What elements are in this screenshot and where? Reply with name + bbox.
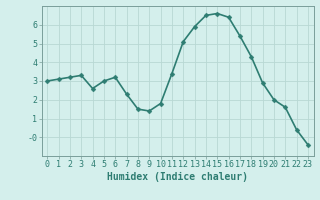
- X-axis label: Humidex (Indice chaleur): Humidex (Indice chaleur): [107, 172, 248, 182]
